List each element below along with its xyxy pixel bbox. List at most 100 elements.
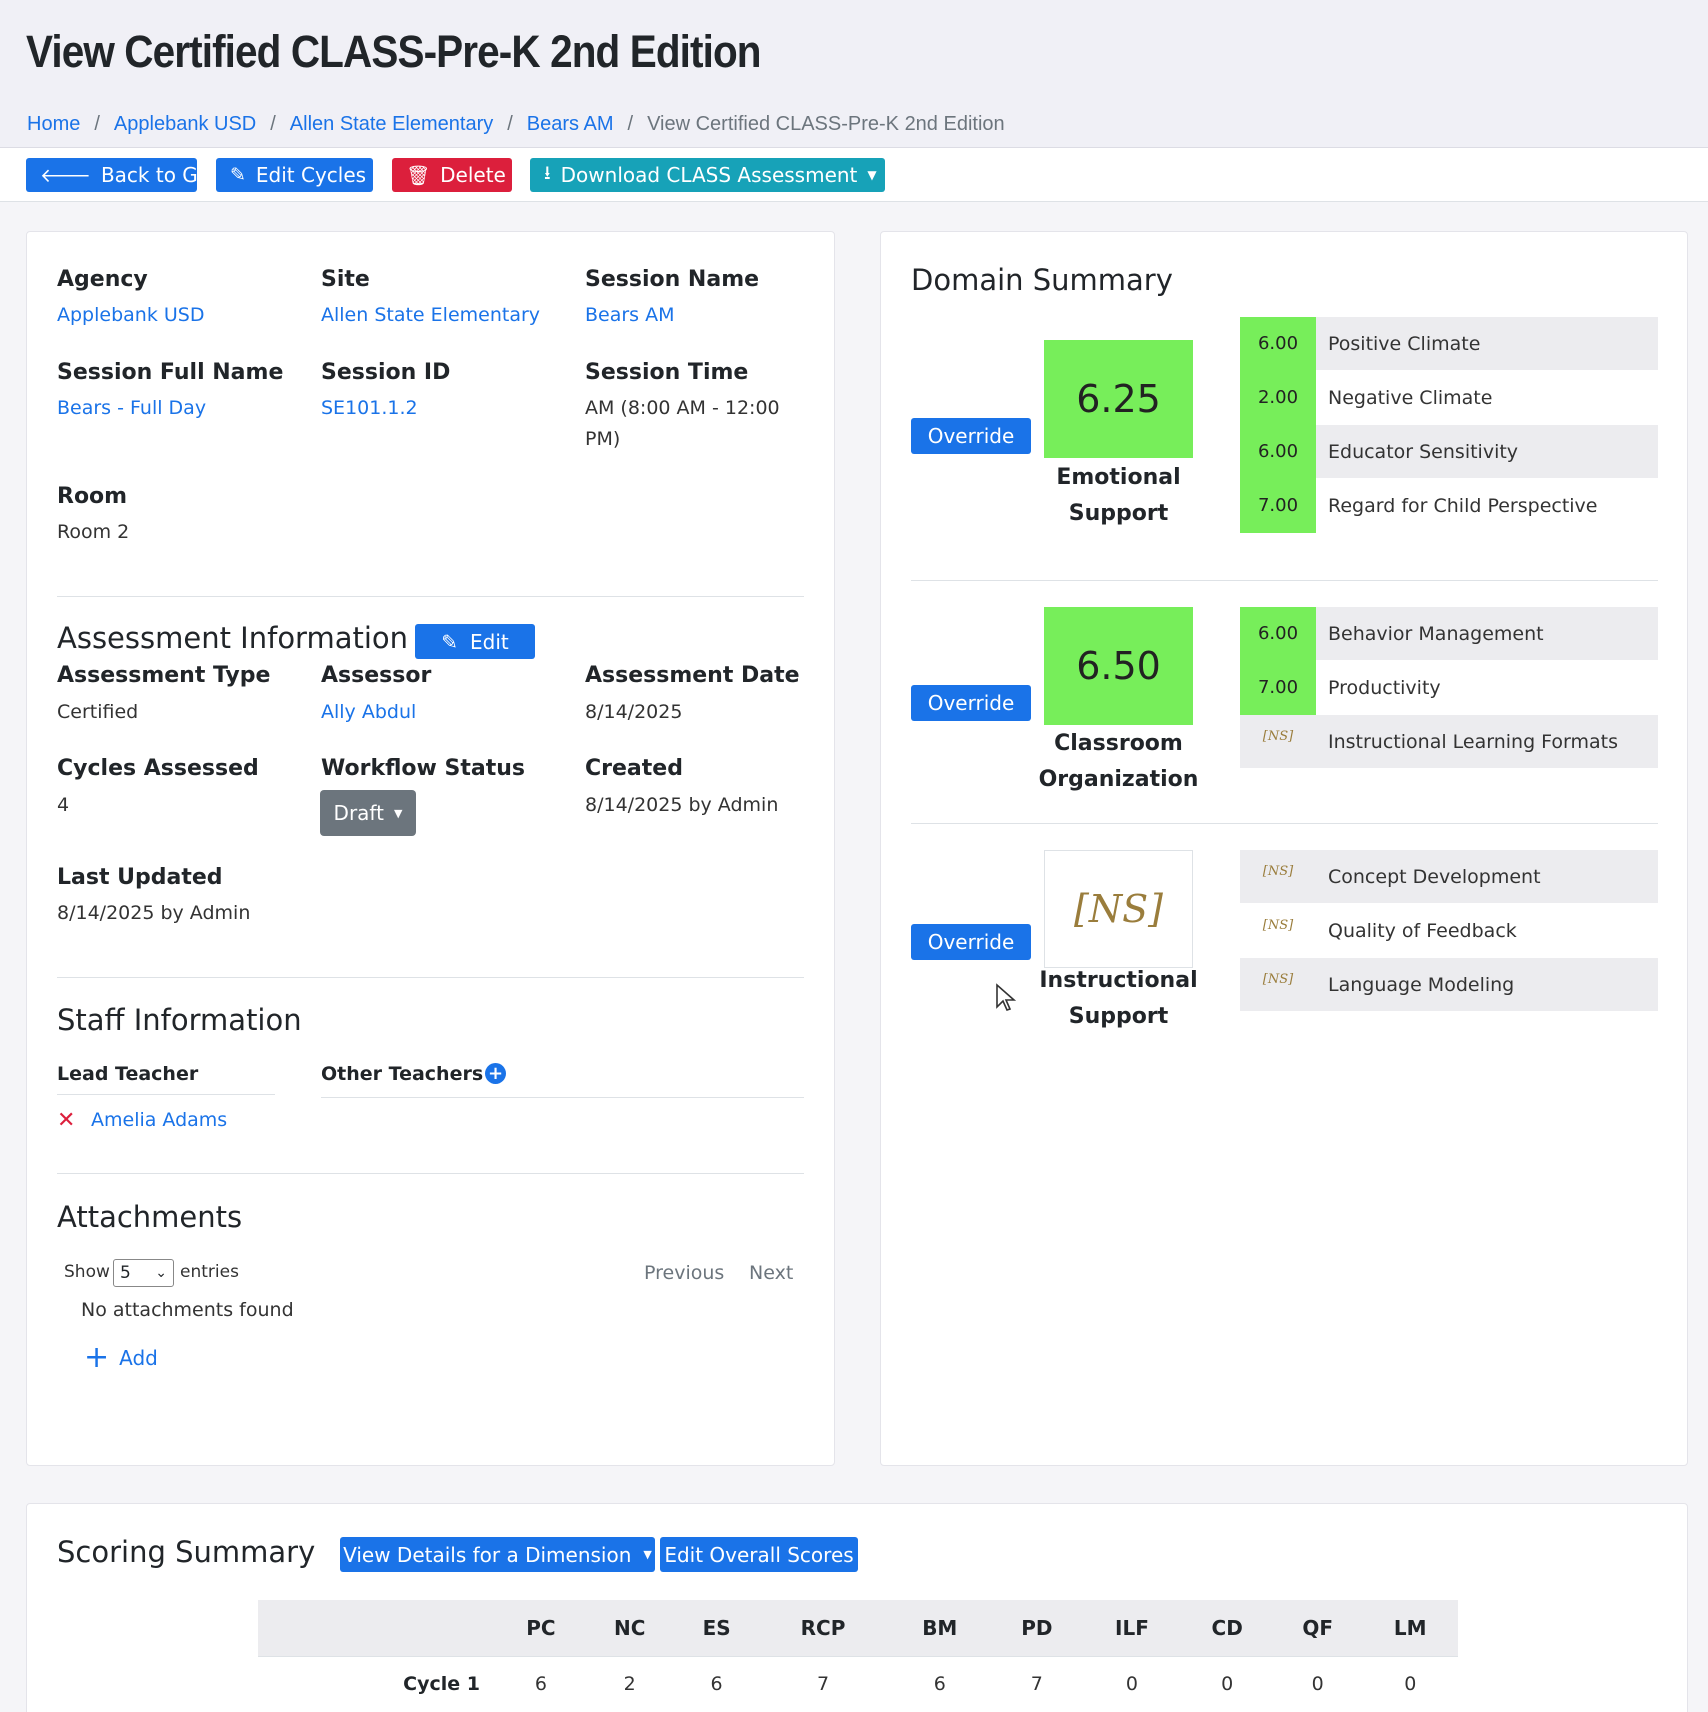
dimension-name: Productivity	[1328, 676, 1441, 699]
breadcrumb-session[interactable]: Bears AM	[526, 113, 614, 135]
edit-assessment-button[interactable]: ✎ Edit	[415, 624, 535, 659]
entries-select-value: 5	[120, 1263, 131, 1283]
table-cell: 7	[991, 1655, 1083, 1712]
table-row: Cycle 1 6 2 6 7 6 7 0 0 0 0	[258, 1655, 1458, 1712]
view-details-label: View Details for a Dimension	[343, 1542, 632, 1567]
caret-down-icon: ▼	[643, 1548, 652, 1561]
dimension-name: Educator Sensitivity	[1328, 440, 1519, 463]
created-value: 8/14/2025 by Admin	[585, 794, 779, 816]
previous-page-button[interactable]: Previous	[644, 1262, 725, 1284]
agency-link[interactable]: Applebank USD	[57, 304, 205, 326]
override-instructional-support-button[interactable]: Override	[911, 924, 1031, 960]
caret-down-icon: ▼	[393, 806, 403, 820]
entries-label: entries	[180, 1262, 239, 1282]
download-icon: ⭳	[544, 162, 551, 184]
table-header-blank	[258, 1600, 498, 1656]
assessment-date-label: Assessment Date	[585, 663, 800, 688]
action-toolbar: 🡐 Back to Grid ✎ Edit Cycles 🗑 Delete ⭳ …	[0, 148, 1708, 202]
session-time-label: Session Time	[585, 360, 749, 385]
dimension-row[interactable]: 6.00 Positive Climate	[1240, 316, 1658, 371]
dimension-row[interactable]: 7.00 Regard for Child Perspective	[1240, 478, 1658, 533]
divider	[321, 1097, 804, 1098]
site-link[interactable]: Allen State Elementary	[321, 304, 541, 326]
emotional-support-name: Emotional Support	[1044, 460, 1193, 532]
delete-button[interactable]: 🗑 Delete	[392, 158, 512, 192]
column-header: BM	[888, 1600, 992, 1656]
add-attachment-button[interactable]: + Add	[84, 1343, 158, 1373]
add-teacher-icon[interactable]: +	[485, 1063, 506, 1084]
assessment-date-value: 8/14/2025	[585, 701, 683, 723]
dimension-score: [NS]	[1262, 863, 1294, 879]
lead-teacher-link[interactable]: Amelia Adams	[91, 1109, 228, 1131]
download-label: Download CLASS Assessment	[560, 163, 858, 187]
dimension-row[interactable]: [NS] Language Modeling	[1240, 958, 1658, 1012]
delete-label: Delete	[440, 163, 506, 187]
edit-cycles-button[interactable]: ✎ Edit Cycles	[216, 158, 373, 192]
domain-name-line: Emotional	[1056, 465, 1181, 490]
session-full-name-label: Session Full Name	[57, 360, 284, 385]
download-class-assessment-button[interactable]: ⭳ Download CLASS Assessment ▼	[530, 158, 885, 192]
arrow-left-icon: 🡐	[40, 164, 91, 187]
domain-name-line: Support	[1068, 501, 1169, 526]
session-id-link[interactable]: SE101.1.2	[321, 397, 418, 419]
dimension-score: [NS]	[1262, 728, 1294, 744]
edit-overall-scores-button[interactable]: Edit Overall Scores	[660, 1537, 858, 1572]
caret-down-icon: ▼	[867, 168, 877, 182]
staff-information-title: Staff Information	[57, 1003, 302, 1037]
breadcrumb-site[interactable]: Allen State Elementary	[289, 113, 494, 135]
table-cell: 6	[675, 1655, 758, 1712]
view-details-dimension-dropdown[interactable]: View Details for a Dimension ▼	[340, 1537, 655, 1572]
edit-cycles-label: Edit Cycles	[255, 163, 367, 187]
dimension-row[interactable]: 7.00 Productivity	[1240, 660, 1658, 715]
dimension-score: [NS]	[1262, 971, 1294, 987]
created-label: Created	[585, 756, 683, 781]
dimension-row[interactable]: [NS] Instructional Learning Formats	[1240, 715, 1658, 769]
dimension-row[interactable]: [NS] Concept Development	[1240, 850, 1658, 904]
breadcrumb-separator: /	[507, 113, 513, 135]
breadcrumb-separator: /	[270, 113, 276, 135]
breadcrumb-agency[interactable]: Applebank USD	[113, 113, 257, 135]
scoring-summary-table: PC NC ES RCP BM PD ILF CD QF LM Cycle 1 …	[258, 1600, 1458, 1712]
dimension-name: Behavior Management	[1328, 622, 1544, 645]
scoring-summary-title: Scoring Summary	[57, 1535, 316, 1569]
dimension-name: Regard for Child Perspective	[1328, 494, 1598, 517]
dimension-score: 6.00	[1240, 606, 1316, 661]
plus-icon: +	[84, 1340, 110, 1375]
breadcrumb-home[interactable]: Home	[27, 113, 81, 135]
entries-select[interactable]: 5 ⌄	[113, 1259, 174, 1287]
next-page-button[interactable]: Next	[749, 1262, 794, 1284]
dimension-row[interactable]: 2.00 Negative Climate	[1240, 370, 1658, 425]
lead-teacher-label: Lead Teacher	[57, 1063, 199, 1085]
divider	[911, 823, 1658, 824]
column-header: CD	[1181, 1600, 1273, 1656]
dimension-name: Negative Climate	[1328, 386, 1493, 409]
domain-summary-title: Domain Summary	[911, 263, 1173, 297]
divider	[911, 580, 1658, 581]
instructional-support-name: Instructional Support	[1034, 963, 1203, 1035]
workflow-status-dropdown[interactable]: Draft ▼	[320, 790, 416, 836]
session-full-name-link[interactable]: Bears - Full Day	[57, 397, 207, 419]
override-classroom-organization-button[interactable]: Override	[911, 685, 1031, 721]
emotional-support-score: 6.25	[1044, 340, 1193, 458]
dimension-name: Quality of Feedback	[1328, 919, 1517, 942]
assessor-link[interactable]: Ally Abdul	[321, 701, 417, 723]
session-name-link[interactable]: Bears AM	[585, 304, 675, 326]
cycles-assessed-value: 4	[57, 794, 70, 816]
dimension-score: [NS]	[1262, 917, 1294, 933]
room-value: Room 2	[57, 521, 130, 543]
back-to-grid-button[interactable]: 🡐 Back to Grid	[26, 158, 224, 192]
page-title: View Certified CLASS-Pre-K 2nd Edition	[26, 26, 762, 77]
dimension-row[interactable]: [NS] Quality of Feedback	[1240, 904, 1658, 958]
classroom-organization-name: Classroom Organization	[1034, 726, 1203, 798]
dimension-row[interactable]: 6.00 Behavior Management	[1240, 606, 1658, 661]
column-header: PC	[498, 1600, 584, 1656]
domain-name-line: Classroom	[1054, 731, 1183, 756]
table-cell: 0	[1181, 1655, 1273, 1712]
domain-name-line: Support	[1068, 1004, 1169, 1029]
trash-icon: 🗑	[406, 164, 431, 187]
remove-teacher-icon[interactable]: ✕	[57, 1108, 76, 1133]
divider	[57, 596, 804, 597]
last-updated-value: 8/14/2025 by Admin	[57, 902, 251, 924]
dimension-row[interactable]: 6.00 Educator Sensitivity	[1240, 424, 1658, 479]
override-emotional-support-button[interactable]: Override	[911, 418, 1031, 454]
